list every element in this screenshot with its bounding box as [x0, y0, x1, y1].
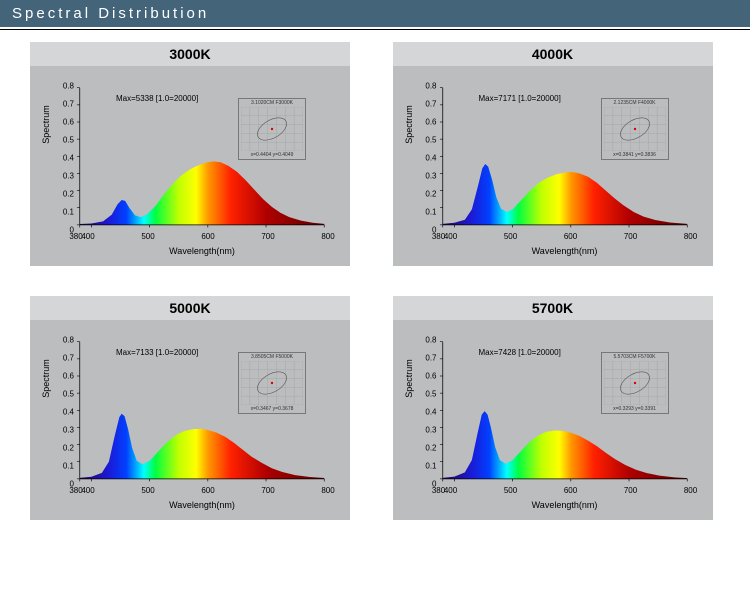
chromaticity-inset: 2.1235CM F4000K x=0.3841 y=0.3836 [601, 98, 669, 160]
inset-title: 3.1020CM F3000K [240, 100, 304, 106]
y-axis-label: Spectrum [404, 105, 414, 144]
x-axis-label: Wavelength(nm) [532, 500, 598, 510]
spectral-panel: 3000K 00.10.20.30.40.50.60.70.8 Spectrum… [30, 42, 350, 266]
chart-area: 00.10.20.30.40.50.60.70.8 Spectrum Max=7… [393, 320, 713, 520]
chart-area: 00.10.20.30.40.50.60.70.8 Spectrum Max=5… [30, 66, 350, 266]
title-rule [0, 29, 750, 30]
inset-footer: x=0.3841 y=0.3836 [603, 152, 667, 158]
plot-area: Max=7133 [1.0=20000] 3.8505CM F5000K x=0… [76, 340, 328, 484]
spectral-panel: 4000K 00.10.20.30.40.50.60.70.8 Spectrum… [393, 42, 713, 266]
max-label: Max=7133 [1.0=20000] [116, 348, 198, 357]
inset-footer: x=0.3467 y=0.3678 [240, 406, 304, 412]
plot-area: Max=5338 [1.0=20000] 3.1020CM F3000K x=0… [76, 86, 328, 230]
chart-area: 00.10.20.30.40.50.60.70.8 Spectrum Max=7… [30, 320, 350, 520]
inset-title: 3.8505CM F5000K [240, 354, 304, 360]
x-axis: 380400500600700800 Wavelength(nm) [76, 486, 328, 506]
inset-title: 5.5703CM F5700K [603, 354, 667, 360]
y-axis: 00.10.20.30.40.50.60.70.8 Spectrum [48, 340, 74, 484]
spectral-panel: 5000K 00.10.20.30.40.50.60.70.8 Spectrum… [30, 296, 350, 520]
max-label: Max=7171 [1.0=20000] [479, 94, 561, 103]
y-axis-label: Spectrum [404, 359, 414, 398]
y-axis: 00.10.20.30.40.50.60.70.8 Spectrum [411, 86, 437, 230]
panel-grid: 3000K 00.10.20.30.40.50.60.70.8 Spectrum… [0, 42, 750, 540]
plot-area: Max=7428 [1.0=20000] 5.5703CM F5700K x=0… [439, 340, 691, 484]
chromaticity-inset: 3.8505CM F5000K x=0.3467 y=0.3678 [238, 352, 306, 414]
inset-footer: x=0.4404 y=0.4049 [240, 152, 304, 158]
inset-title: 2.1235CM F4000K [603, 100, 667, 106]
chromaticity-inset: 3.1020CM F3000K x=0.4404 y=0.4049 [238, 98, 306, 160]
y-axis-label: Spectrum [41, 105, 51, 144]
x-axis-label: Wavelength(nm) [169, 500, 235, 510]
y-axis: 00.10.20.30.40.50.60.70.8 Spectrum [411, 340, 437, 484]
panel-title: 5000K [30, 296, 350, 320]
spectral-panel: 5700K 00.10.20.30.40.50.60.70.8 Spectrum… [393, 296, 713, 520]
x-axis-label: Wavelength(nm) [169, 246, 235, 256]
plot-area: Max=7171 [1.0=20000] 2.1235CM F4000K x=0… [439, 86, 691, 230]
max-label: Max=7428 [1.0=20000] [479, 348, 561, 357]
max-label: Max=5338 [1.0=20000] [116, 94, 198, 103]
y-axis: 00.10.20.30.40.50.60.70.8 Spectrum [48, 86, 74, 230]
panel-title: 3000K [30, 42, 350, 66]
inset-footer: x=0.3293 y=0.3391 [603, 406, 667, 412]
panel-title: 5700K [393, 296, 713, 320]
x-axis: 380400500600700800 Wavelength(nm) [439, 232, 691, 252]
page-title: Spectral Distribution [0, 0, 750, 27]
x-axis-label: Wavelength(nm) [532, 246, 598, 256]
chromaticity-inset: 5.5703CM F5700K x=0.3293 y=0.3391 [601, 352, 669, 414]
chart-area: 00.10.20.30.40.50.60.70.8 Spectrum Max=7… [393, 66, 713, 266]
panel-title: 4000K [393, 42, 713, 66]
y-axis-label: Spectrum [41, 359, 51, 398]
x-axis: 380400500600700800 Wavelength(nm) [439, 486, 691, 506]
x-axis: 380400500600700800 Wavelength(nm) [76, 232, 328, 252]
